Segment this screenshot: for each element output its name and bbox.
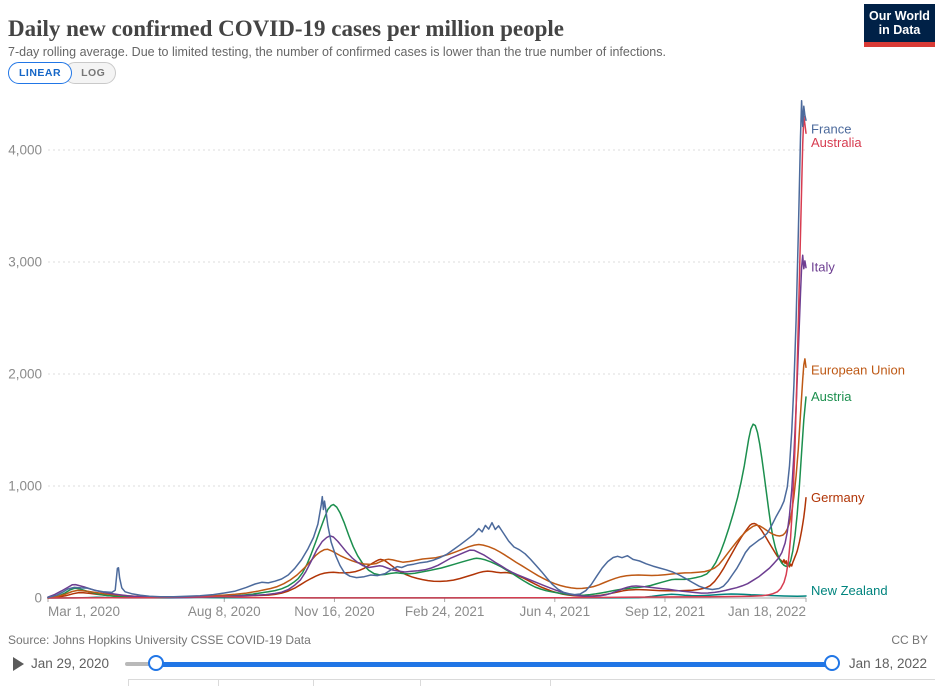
timeline-handle-start[interactable] bbox=[148, 655, 164, 671]
timeline-start-label: Jan 29, 2020 bbox=[31, 656, 110, 671]
timeline: Jan 29, 2020 Jan 18, 2022 bbox=[0, 650, 935, 678]
owid-logo-red-bar bbox=[864, 41, 935, 47]
x-tick-label: Sep 12, 2021 bbox=[625, 604, 705, 619]
table-top-edge bbox=[128, 679, 935, 686]
series-label-france: France bbox=[811, 121, 851, 136]
series-line-austria[interactable] bbox=[47, 396, 807, 599]
x-tick-label: Jan 18, 2022 bbox=[728, 604, 806, 619]
series-label-australia: Australia bbox=[811, 135, 862, 150]
timeline-end-label: Jan 18, 2022 bbox=[848, 656, 927, 671]
log-button[interactable]: LOG bbox=[64, 62, 117, 84]
series-label-austria: Austria bbox=[811, 389, 852, 404]
page-title: Daily new confirmed COVID-19 cases per m… bbox=[8, 16, 565, 42]
series-label-european-union: European Union bbox=[811, 362, 905, 377]
x-tick-label: Aug 8, 2020 bbox=[188, 604, 261, 619]
timeline-track-active[interactable] bbox=[153, 661, 831, 667]
y-tick-label: 3,000 bbox=[8, 255, 42, 270]
linear-button[interactable]: LINEAR bbox=[8, 62, 73, 84]
series-line-european-union[interactable] bbox=[47, 358, 807, 599]
series-label-italy: Italy bbox=[811, 260, 835, 275]
source-note[interactable]: Source: Johns Hopkins University CSSE CO… bbox=[8, 633, 311, 647]
scale-toggle: LINEAR LOG bbox=[8, 62, 117, 84]
series-label-germany: Germany bbox=[811, 490, 865, 505]
series-line-france[interactable] bbox=[47, 99, 807, 599]
x-tick-label: Mar 1, 2020 bbox=[48, 604, 120, 619]
y-tick-label: 1,000 bbox=[8, 479, 42, 494]
series-line-australia[interactable] bbox=[47, 115, 807, 599]
owid-logo-line1: Our World bbox=[869, 9, 930, 23]
x-tick-label: Nov 16, 2020 bbox=[294, 604, 374, 619]
timeline-track-inactive[interactable] bbox=[125, 662, 153, 666]
series-label-new-zealand: New Zealand bbox=[811, 583, 888, 598]
series-line-italy[interactable] bbox=[47, 254, 807, 599]
page-subtitle: 7-day rolling average. Due to limited te… bbox=[8, 44, 666, 59]
owid-logo: Our World in Data bbox=[864, 4, 935, 47]
y-tick-label: 2,000 bbox=[8, 367, 42, 382]
license-note[interactable]: CC BY bbox=[891, 633, 928, 647]
y-tick-label: 4,000 bbox=[8, 143, 42, 158]
play-icon[interactable] bbox=[13, 657, 24, 671]
x-tick-label: Jun 4, 2021 bbox=[520, 604, 591, 619]
y-tick-label: 0 bbox=[34, 591, 42, 606]
timeline-handle-end[interactable] bbox=[824, 655, 840, 671]
owid-logo-line2: in Data bbox=[878, 23, 921, 38]
x-tick-label: Feb 24, 2021 bbox=[405, 604, 485, 619]
series-line-germany[interactable] bbox=[47, 497, 807, 599]
